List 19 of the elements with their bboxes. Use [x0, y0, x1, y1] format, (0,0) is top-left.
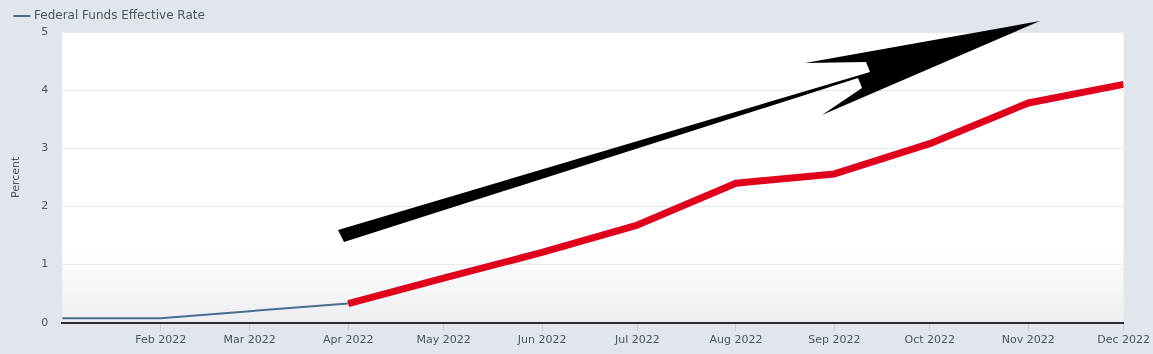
y-tick-label: 4 — [41, 83, 49, 97]
x-tick-label: Mar 2022 — [223, 333, 276, 347]
y-tick-label: 3 — [41, 141, 49, 155]
x-tick-label: Nov 2022 — [1001, 333, 1055, 347]
x-tick-label: Sep 2022 — [808, 333, 861, 347]
y-tick-label: 0 — [41, 315, 49, 329]
y-tick-label: 1 — [41, 257, 49, 271]
y-axis-title: Percent — [9, 156, 23, 199]
x-tick-label: Aug 2022 — [709, 333, 763, 347]
legend-label: Federal Funds Effective Rate — [34, 8, 205, 23]
y-tick-label: 5 — [41, 24, 49, 38]
x-tick-label: Feb 2022 — [135, 333, 187, 347]
x-tick-label: Dec 2022 — [1097, 333, 1150, 347]
x-tick-label: May 2022 — [416, 333, 471, 347]
x-tick-label: Oct 2022 — [904, 333, 956, 347]
x-tick-label: Jul 2022 — [614, 333, 660, 347]
y-tick-label: 2 — [41, 199, 49, 213]
x-tick-label: Apr 2022 — [322, 333, 374, 347]
x-tick-label: Jun 2022 — [516, 333, 567, 347]
